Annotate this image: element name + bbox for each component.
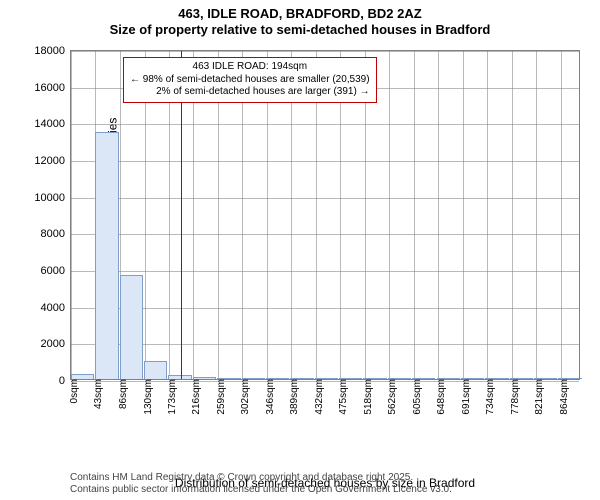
- x-tick-label: 821sqm: [532, 379, 545, 415]
- gridline-vertical: [438, 51, 439, 379]
- y-tick-label: 18000: [34, 45, 71, 57]
- y-tick-label: 4000: [41, 302, 71, 314]
- x-tick-label: 216sqm: [189, 379, 202, 415]
- x-tick-label: 130sqm: [141, 379, 154, 415]
- x-tick-label: 691sqm: [459, 379, 472, 415]
- chart-title-block: 463, IDLE ROAD, BRADFORD, BD2 2AZ Size o…: [0, 0, 600, 39]
- gridline-vertical: [414, 51, 415, 379]
- y-tick-label: 10000: [34, 192, 71, 204]
- x-tick-label: 43sqm: [91, 379, 104, 409]
- x-tick-label: 173sqm: [165, 379, 178, 415]
- x-tick-label: 648sqm: [434, 379, 447, 415]
- gridline-vertical: [71, 51, 72, 379]
- histogram-bar: [144, 361, 167, 379]
- histogram-bar: [95, 132, 118, 380]
- gridline-horizontal: [71, 161, 579, 162]
- histogram-bar: [510, 378, 533, 379]
- gridline-horizontal: [71, 51, 579, 52]
- x-tick-label: 86sqm: [116, 379, 129, 409]
- gridline-vertical: [463, 51, 464, 379]
- histogram-bar: [242, 378, 265, 379]
- gridline-vertical: [512, 51, 513, 379]
- footer-line-2: Contains public sector information licen…: [70, 484, 452, 496]
- y-tick-label: 14000: [34, 118, 71, 130]
- annotation-larger: 2% of semi-detached houses are larger (3…: [130, 86, 370, 99]
- x-tick-label: 734sqm: [483, 379, 496, 415]
- histogram-bar: [363, 378, 386, 379]
- histogram-bar: [437, 378, 460, 379]
- chart-area: Number of semi-detached properties 02000…: [70, 50, 580, 430]
- histogram-bar: [290, 378, 313, 379]
- gridline-horizontal: [71, 124, 579, 125]
- histogram-bar: [534, 378, 557, 379]
- histogram-bar: [339, 378, 362, 379]
- annotation-smaller: ← 98% of semi-detached houses are smalle…: [130, 74, 370, 87]
- gridline-vertical: [561, 51, 562, 379]
- gridline-horizontal: [71, 308, 579, 309]
- gridline-horizontal: [71, 198, 579, 199]
- y-tick-label: 2000: [41, 338, 71, 350]
- x-tick-label: 605sqm: [410, 379, 423, 415]
- x-tick-label: 346sqm: [263, 379, 276, 415]
- annotation-title: 463 IDLE ROAD: 194sqm: [130, 61, 370, 74]
- gridline-horizontal: [71, 344, 579, 345]
- annotation-box: 463 IDLE ROAD: 194sqm← 98% of semi-detac…: [123, 57, 377, 103]
- plot-area: Number of semi-detached properties 02000…: [70, 50, 580, 380]
- y-tick-label: 6000: [41, 265, 71, 277]
- gridline-vertical: [536, 51, 537, 379]
- histogram-bar: [266, 378, 289, 379]
- gridline-vertical: [389, 51, 390, 379]
- x-tick-label: 302sqm: [238, 379, 251, 415]
- histogram-bar: [558, 378, 581, 379]
- chart-title-address: 463, IDLE ROAD, BRADFORD, BD2 2AZ: [0, 6, 600, 22]
- attribution-footer: Contains HM Land Registry data © Crown c…: [70, 472, 452, 496]
- histogram-bar: [120, 275, 143, 380]
- gridline-horizontal: [71, 271, 579, 272]
- x-tick-label: 432sqm: [312, 379, 325, 415]
- histogram-bar: [412, 378, 435, 379]
- x-tick-label: 778sqm: [508, 379, 521, 415]
- gridline-vertical: [487, 51, 488, 379]
- y-tick-label: 16000: [34, 82, 71, 94]
- histogram-bar: [461, 378, 484, 379]
- y-tick-label: 12000: [34, 155, 71, 167]
- footer-line-1: Contains HM Land Registry data © Crown c…: [70, 472, 452, 484]
- x-tick-label: 475sqm: [336, 379, 349, 415]
- histogram-bar: [388, 378, 411, 379]
- x-tick-label: 518sqm: [361, 379, 374, 415]
- chart-title-subtitle: Size of property relative to semi-detach…: [0, 22, 600, 38]
- y-tick-label: 8000: [41, 228, 71, 240]
- histogram-bar: [193, 377, 216, 379]
- x-tick-label: 864sqm: [557, 379, 570, 415]
- gridline-horizontal: [71, 234, 579, 235]
- histogram-bar: [217, 378, 240, 379]
- x-tick-label: 0sqm: [67, 379, 80, 403]
- x-tick-label: 562sqm: [385, 379, 398, 415]
- histogram-bar: [71, 374, 94, 380]
- x-tick-label: 259sqm: [214, 379, 227, 415]
- histogram-bar: [315, 378, 338, 379]
- x-tick-label: 389sqm: [287, 379, 300, 415]
- histogram-bar: [485, 378, 508, 379]
